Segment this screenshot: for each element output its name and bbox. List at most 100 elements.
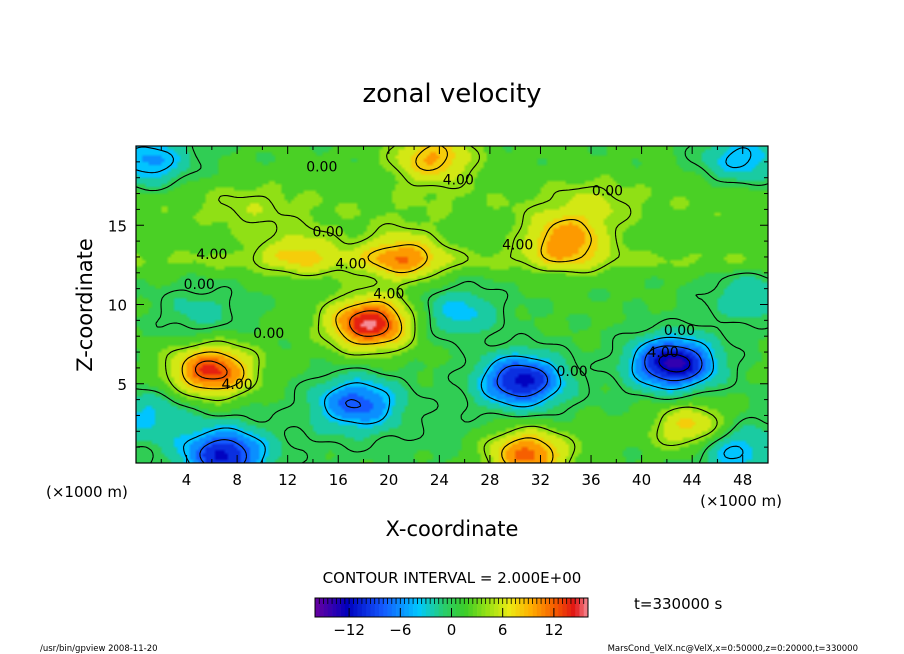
colorbar-segment — [319, 598, 324, 617]
heatmap — [136, 146, 768, 463]
y-axis-label: Z-coordinate — [73, 238, 97, 372]
colorbar-segment — [430, 598, 435, 617]
colorbar-segment — [413, 598, 418, 617]
x-tick-label: 12 — [278, 471, 297, 489]
colorbar-segment — [575, 598, 580, 617]
plot-area: 0.00 4.00 0.00 0.00 4.00 4.00 4.00 0.00 4.00 0.00… — [108, 145, 769, 489]
colorbar-segment — [545, 598, 550, 617]
colorbar-segment — [332, 598, 337, 617]
x-tick-label: 48 — [733, 471, 752, 489]
colorbar-segment — [477, 598, 482, 617]
colorbar-segment — [511, 598, 516, 617]
colorbar-segment — [421, 598, 427, 617]
colorbar-segment — [438, 598, 444, 617]
x-tick-label: 8 — [232, 471, 242, 489]
contour-labels: 0.00 4.00 0.00 0.00 4.00 4.00 4.00 0.00 4.00 0.00… — [184, 160, 695, 393]
x-tick-label: 16 — [329, 471, 348, 489]
contour-label: 4.00 — [648, 345, 679, 361]
colorbar-segment — [391, 598, 397, 617]
contour-label: 4.00 — [335, 256, 366, 272]
colorbar-segment — [519, 598, 525, 617]
contour-line — [199, 345, 703, 463]
y-tick-label: 10 — [108, 297, 127, 315]
colorbar: −12 −6 0 6 12 — [314, 597, 589, 639]
y-tick-label: 15 — [108, 217, 127, 235]
x-tick-label: 32 — [531, 471, 550, 489]
colorbar-segment — [549, 598, 555, 617]
contour-line — [136, 146, 768, 463]
colorbar-segment — [340, 598, 346, 617]
colorbar-segment — [524, 598, 529, 617]
contour-label: 4.00 — [222, 377, 253, 393]
colorbar-segment — [502, 598, 508, 617]
colorbar-segment — [562, 598, 567, 617]
colorbar-segment — [315, 598, 320, 617]
colorbar-tick-label: −6 — [389, 621, 411, 639]
colorbar-tick-label: 0 — [447, 621, 457, 639]
colorbar-segment — [400, 598, 405, 617]
footer-right: MarsCond_VelX.nc@VelX,x=0:50000,z=0:2000… — [608, 644, 858, 654]
contour-line — [181, 146, 592, 463]
contour-label: 4.00 — [373, 286, 404, 302]
colorbar-segment — [374, 598, 380, 617]
colorbar-segment — [579, 598, 585, 617]
colorbar-segment — [541, 598, 546, 617]
contour-label: 4.00 — [196, 247, 227, 263]
colorbar-segment — [344, 598, 350, 617]
colorbar-segment — [460, 598, 465, 617]
colorbar-segment — [536, 598, 542, 617]
contour-label: 0.00 — [592, 183, 623, 199]
colorbar-tick-label: 6 — [498, 621, 508, 639]
colorbar-tick-label: 12 — [544, 621, 563, 639]
x-tick-label: 40 — [632, 471, 651, 489]
y-tick-label: 5 — [117, 376, 127, 394]
colorbar-segment — [353, 598, 358, 617]
x-tick-label: 20 — [379, 471, 398, 489]
colorbar-segment — [472, 598, 478, 617]
colorbar-segment — [417, 598, 422, 617]
contour-label: 0.00 — [664, 323, 695, 339]
colorbar-segment — [455, 598, 461, 617]
colorbar-segment — [481, 598, 486, 617]
colorbar-segment — [583, 598, 589, 617]
colorbar-segment — [336, 598, 341, 617]
colorbar-segment — [378, 598, 384, 617]
x-tick-label: 36 — [581, 471, 600, 489]
colorbar-segment — [485, 598, 491, 617]
colorbar-segment — [553, 598, 559, 617]
colorbar-segment — [366, 598, 371, 617]
x-unit-right: (×1000 m) — [700, 492, 782, 510]
colorbar-segment — [494, 598, 499, 617]
colorbar-segment — [370, 598, 376, 617]
contour-line — [164, 146, 718, 463]
chart-title: zonal velocity — [362, 79, 541, 109]
x-tick-label: 24 — [430, 471, 449, 489]
contour-label: 0.00 — [184, 277, 215, 293]
x-unit-left: (×1000 m) — [46, 483, 128, 501]
colorbar-segment — [566, 598, 572, 617]
colorbar-segment — [464, 598, 469, 617]
contour-line — [658, 353, 691, 373]
colorbar-segment — [447, 598, 452, 617]
colorbar-segment — [532, 598, 538, 617]
colorbar-tick-label: −12 — [333, 621, 365, 639]
contour-line — [136, 146, 752, 463]
colorbar-segment — [515, 598, 521, 617]
contour-lines — [136, 146, 768, 463]
colorbar-segment — [396, 598, 401, 617]
x-tick-label: 44 — [683, 471, 702, 489]
colorbar-segment — [323, 598, 329, 617]
x-tick-label: 4 — [182, 471, 192, 489]
colorbar-segment — [361, 598, 367, 617]
contour-label: 4.00 — [443, 172, 474, 188]
y-axis: 5 10 15 — [108, 161, 768, 448]
x-axis: 4 8 12 16 20 24 28 32 36 40 44 48 — [160, 146, 752, 489]
x-axis-label: X-coordinate — [386, 517, 519, 541]
colorbar-segment — [425, 598, 431, 617]
contour-label: 0.00 — [313, 225, 344, 241]
colorbar-segment — [349, 598, 354, 617]
contour-interval: CONTOUR INTERVAL = 2.000E+00 — [323, 569, 582, 587]
colorbar-segment — [506, 598, 512, 617]
time-label: t=330000 s — [634, 595, 722, 613]
colorbar-segment — [468, 598, 474, 617]
